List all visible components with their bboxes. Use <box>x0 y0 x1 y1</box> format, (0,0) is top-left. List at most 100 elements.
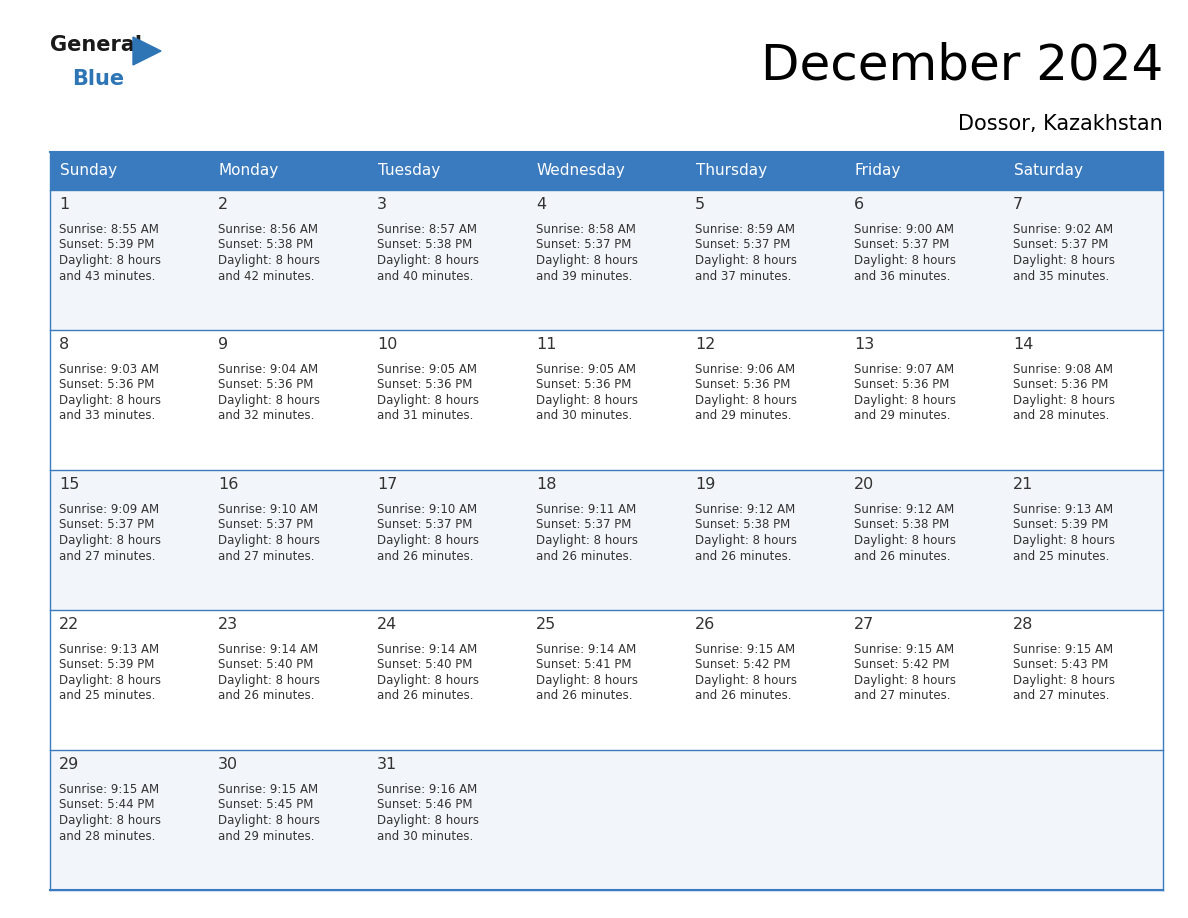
Text: Sunset: 5:40 PM: Sunset: 5:40 PM <box>219 658 314 671</box>
Text: and 27 minutes.: and 27 minutes. <box>1013 689 1110 702</box>
Text: and 39 minutes.: and 39 minutes. <box>536 270 632 283</box>
Text: Daylight: 8 hours: Daylight: 8 hours <box>536 534 638 547</box>
Text: 12: 12 <box>695 337 715 352</box>
Text: Sunrise: 9:15 AM: Sunrise: 9:15 AM <box>854 643 954 656</box>
Text: and 32 minutes.: and 32 minutes. <box>219 409 315 422</box>
Text: 30: 30 <box>219 757 238 772</box>
Text: Daylight: 8 hours: Daylight: 8 hours <box>219 674 320 687</box>
Text: Sunrise: 8:55 AM: Sunrise: 8:55 AM <box>59 223 159 236</box>
Text: 11: 11 <box>536 337 556 352</box>
Text: Sunrise: 9:13 AM: Sunrise: 9:13 AM <box>59 643 159 656</box>
Text: Sunset: 5:37 PM: Sunset: 5:37 PM <box>377 519 473 532</box>
Text: Sunset: 5:36 PM: Sunset: 5:36 PM <box>59 378 154 391</box>
Text: Sunset: 5:39 PM: Sunset: 5:39 PM <box>1013 519 1108 532</box>
Text: Sunrise: 9:14 AM: Sunrise: 9:14 AM <box>536 643 637 656</box>
Text: and 26 minutes.: and 26 minutes. <box>377 689 474 702</box>
Text: Sunrise: 9:04 AM: Sunrise: 9:04 AM <box>219 363 318 376</box>
Bar <box>50 152 1163 190</box>
Polygon shape <box>133 37 162 65</box>
Text: Sunrise: 9:07 AM: Sunrise: 9:07 AM <box>854 363 954 376</box>
Text: and 30 minutes.: and 30 minutes. <box>536 409 632 422</box>
Text: 31: 31 <box>377 757 397 772</box>
Text: Sunset: 5:36 PM: Sunset: 5:36 PM <box>695 378 790 391</box>
Text: 5: 5 <box>695 197 706 212</box>
Text: 26: 26 <box>695 617 715 632</box>
Text: Sunrise: 8:57 AM: Sunrise: 8:57 AM <box>377 223 478 236</box>
Text: and 29 minutes.: and 29 minutes. <box>854 409 950 422</box>
Text: Daylight: 8 hours: Daylight: 8 hours <box>59 254 162 267</box>
Text: Sunrise: 9:15 AM: Sunrise: 9:15 AM <box>695 643 795 656</box>
Text: and 26 minutes.: and 26 minutes. <box>377 550 474 563</box>
Text: Daylight: 8 hours: Daylight: 8 hours <box>695 534 797 547</box>
Text: 22: 22 <box>59 617 80 632</box>
Text: and 29 minutes.: and 29 minutes. <box>219 830 315 843</box>
Text: 6: 6 <box>854 197 864 212</box>
Text: Daylight: 8 hours: Daylight: 8 hours <box>854 674 956 687</box>
Text: 17: 17 <box>377 477 397 492</box>
Text: and 40 minutes.: and 40 minutes. <box>377 270 473 283</box>
Text: Daylight: 8 hours: Daylight: 8 hours <box>377 814 479 827</box>
Text: Daylight: 8 hours: Daylight: 8 hours <box>695 394 797 407</box>
Text: Daylight: 8 hours: Daylight: 8 hours <box>695 254 797 267</box>
Text: Sunset: 5:37 PM: Sunset: 5:37 PM <box>536 519 631 532</box>
Text: 7: 7 <box>1013 197 1023 212</box>
Text: Sunrise: 9:06 AM: Sunrise: 9:06 AM <box>695 363 795 376</box>
Text: Daylight: 8 hours: Daylight: 8 hours <box>1013 254 1116 267</box>
Text: and 26 minutes.: and 26 minutes. <box>695 550 791 563</box>
Text: and 27 minutes.: and 27 minutes. <box>219 550 315 563</box>
Text: Daylight: 8 hours: Daylight: 8 hours <box>377 254 479 267</box>
Text: and 27 minutes.: and 27 minutes. <box>854 689 950 702</box>
Text: 24: 24 <box>377 617 397 632</box>
Text: Sunrise: 9:10 AM: Sunrise: 9:10 AM <box>377 503 478 516</box>
Text: and 36 minutes.: and 36 minutes. <box>854 270 950 283</box>
Text: Sunset: 5:37 PM: Sunset: 5:37 PM <box>536 239 631 252</box>
Text: Daylight: 8 hours: Daylight: 8 hours <box>854 534 956 547</box>
Text: 21: 21 <box>1013 477 1034 492</box>
Text: 1: 1 <box>59 197 69 212</box>
Text: 10: 10 <box>377 337 397 352</box>
Text: Daylight: 8 hours: Daylight: 8 hours <box>536 254 638 267</box>
Text: 16: 16 <box>219 477 239 492</box>
Text: 27: 27 <box>854 617 874 632</box>
Text: 15: 15 <box>59 477 80 492</box>
Text: Sunset: 5:39 PM: Sunset: 5:39 PM <box>59 239 154 252</box>
Text: Sunrise: 9:15 AM: Sunrise: 9:15 AM <box>1013 643 1113 656</box>
Text: Sunrise: 9:09 AM: Sunrise: 9:09 AM <box>59 503 159 516</box>
Text: Sunset: 5:38 PM: Sunset: 5:38 PM <box>377 239 473 252</box>
Text: Sunset: 5:37 PM: Sunset: 5:37 PM <box>695 239 790 252</box>
Bar <box>50 330 1163 470</box>
Text: 3: 3 <box>377 197 387 212</box>
Text: Sunset: 5:46 PM: Sunset: 5:46 PM <box>377 799 473 812</box>
Text: and 27 minutes.: and 27 minutes. <box>59 550 156 563</box>
Text: Sunrise: 8:56 AM: Sunrise: 8:56 AM <box>219 223 318 236</box>
Text: Sunset: 5:36 PM: Sunset: 5:36 PM <box>1013 378 1108 391</box>
Text: Daylight: 8 hours: Daylight: 8 hours <box>854 394 956 407</box>
Text: 25: 25 <box>536 617 556 632</box>
Text: Monday: Monday <box>219 163 279 178</box>
Text: Daylight: 8 hours: Daylight: 8 hours <box>377 674 479 687</box>
Bar <box>50 190 1163 330</box>
Text: Sunrise: 9:15 AM: Sunrise: 9:15 AM <box>59 783 159 796</box>
Text: and 43 minutes.: and 43 minutes. <box>59 270 156 283</box>
Text: and 42 minutes.: and 42 minutes. <box>219 270 315 283</box>
Text: Sunrise: 9:14 AM: Sunrise: 9:14 AM <box>377 643 478 656</box>
Text: Daylight: 8 hours: Daylight: 8 hours <box>377 394 479 407</box>
Text: Sunrise: 9:12 AM: Sunrise: 9:12 AM <box>695 503 795 516</box>
Text: December 2024: December 2024 <box>760 42 1163 90</box>
Text: and 26 minutes.: and 26 minutes. <box>219 689 315 702</box>
Text: Sunset: 5:38 PM: Sunset: 5:38 PM <box>695 519 790 532</box>
Text: Sunset: 5:42 PM: Sunset: 5:42 PM <box>695 658 790 671</box>
Text: Sunset: 5:40 PM: Sunset: 5:40 PM <box>377 658 473 671</box>
Text: Sunset: 5:37 PM: Sunset: 5:37 PM <box>59 519 154 532</box>
Text: Tuesday: Tuesday <box>378 163 441 178</box>
Bar <box>50 750 1163 890</box>
Bar <box>50 610 1163 750</box>
Text: Sunrise: 8:59 AM: Sunrise: 8:59 AM <box>695 223 795 236</box>
Text: Thursday: Thursday <box>696 163 767 178</box>
Text: Daylight: 8 hours: Daylight: 8 hours <box>854 254 956 267</box>
Text: 2: 2 <box>219 197 228 212</box>
Text: Sunrise: 9:00 AM: Sunrise: 9:00 AM <box>854 223 954 236</box>
Text: Daylight: 8 hours: Daylight: 8 hours <box>59 394 162 407</box>
Text: Sunset: 5:37 PM: Sunset: 5:37 PM <box>1013 239 1108 252</box>
Text: and 26 minutes.: and 26 minutes. <box>536 550 632 563</box>
